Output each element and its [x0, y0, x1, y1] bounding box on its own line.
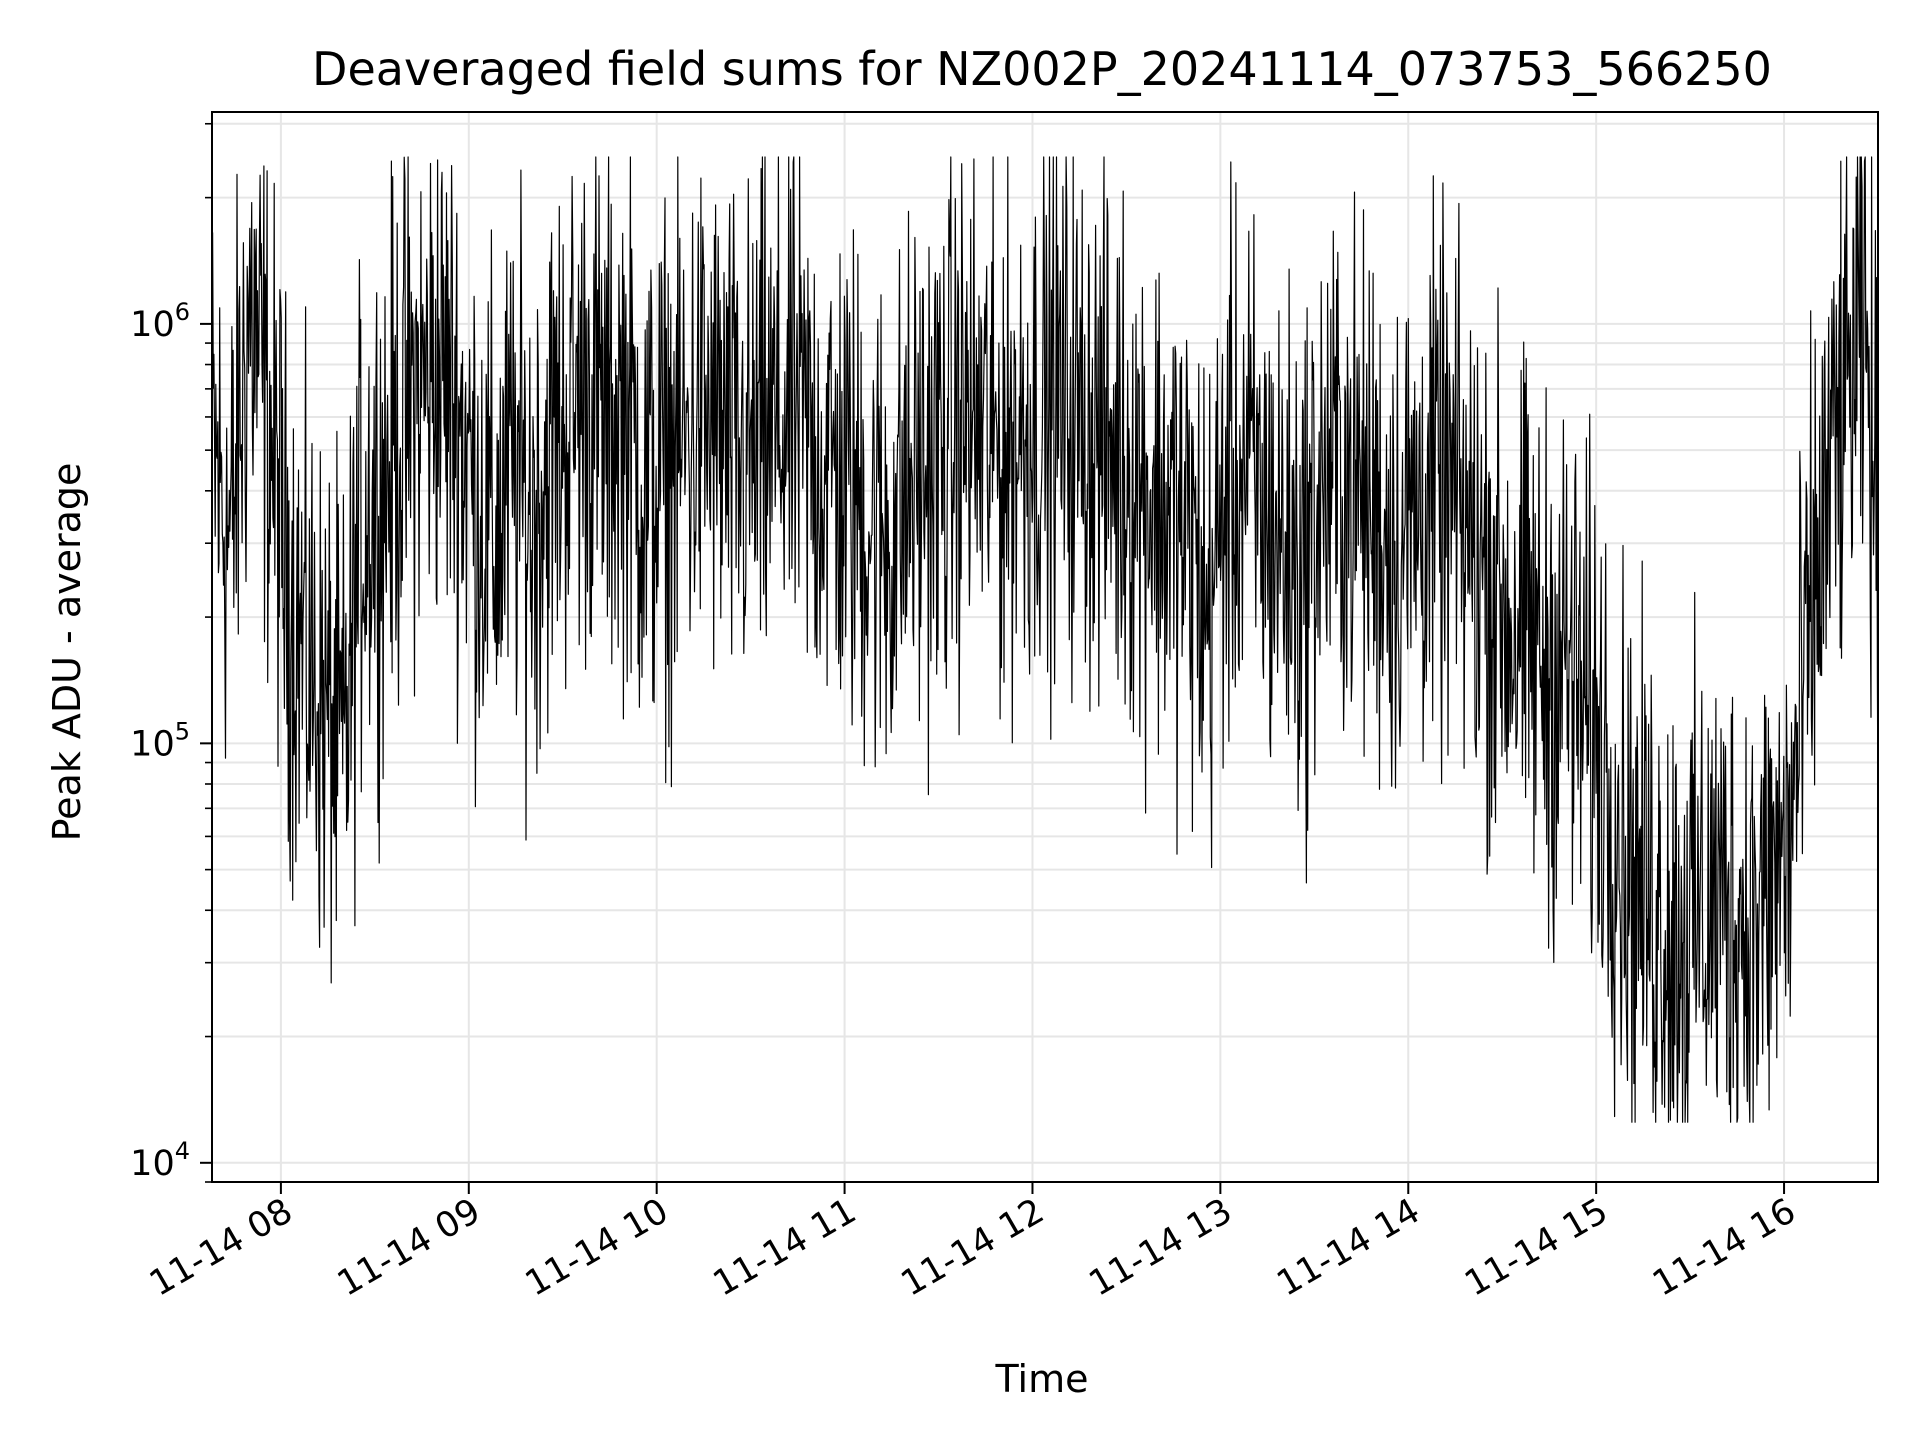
y-tick-label: 105 — [130, 717, 190, 764]
series-line — [211, 156, 1879, 1123]
series-layer — [211, 156, 1879, 1123]
y-axis: 104 105 106 — [130, 122, 212, 1184]
y-tick-label: 106 — [130, 298, 190, 345]
y-tick-label: 104 — [130, 1137, 190, 1184]
y-axis-label: Peak ADU - average — [45, 463, 89, 842]
plot-frame — [211, 111, 1879, 1183]
x-axis-label: Time — [995, 1357, 1089, 1401]
chart-title: Deaveraged field sums for NZ002P_2024111… — [312, 42, 1772, 96]
